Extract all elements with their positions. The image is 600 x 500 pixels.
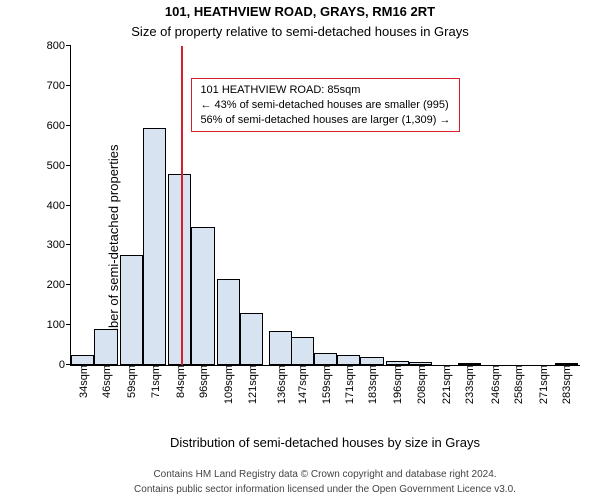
histogram-bar [71, 355, 94, 365]
y-tick-mark [66, 205, 71, 206]
histogram-bar [120, 255, 143, 365]
x-tick-label: 46sqm [99, 365, 113, 398]
y-tick-mark [66, 45, 71, 46]
annotation-line: ← 43% of semi-detached houses are smalle… [200, 98, 450, 113]
histogram-bar [94, 329, 117, 365]
y-tick-label: 500 [47, 160, 71, 172]
x-tick-label: 183sqm [365, 365, 379, 404]
page-subtitle: Size of property relative to semi-detach… [0, 24, 600, 39]
x-tick-label: 208sqm [414, 365, 428, 404]
marker-line [181, 46, 183, 365]
footer-line-2: Contains public sector information licen… [70, 484, 580, 495]
x-tick-label: 159sqm [319, 365, 333, 404]
x-tick-label: 136sqm [274, 365, 288, 404]
histogram-bar [360, 357, 383, 365]
histogram-bar [291, 337, 314, 365]
page-title: 101, HEATHVIEW ROAD, GRAYS, RM16 2RT [0, 4, 600, 19]
x-tick-label: 258sqm [511, 365, 525, 404]
annotation-line: 56% of semi-detached houses are larger (… [200, 113, 450, 128]
footer-line-1: Contains HM Land Registry data © Crown c… [70, 469, 580, 480]
y-tick-label: 0 [59, 359, 71, 371]
x-tick-label: 147sqm [295, 365, 309, 404]
x-tick-label: 271sqm [536, 365, 550, 404]
annotation-line: 101 HEATHVIEW ROAD: 85sqm [200, 83, 450, 98]
x-tick-label: 71sqm [148, 365, 162, 398]
histogram-bar [337, 355, 360, 365]
histogram-bar [314, 353, 337, 365]
x-tick-label: 84sqm [173, 365, 187, 398]
histogram-bar [191, 227, 214, 365]
y-tick-mark [66, 85, 71, 86]
x-tick-label: 34sqm [76, 365, 90, 398]
x-tick-label: 96sqm [196, 365, 210, 398]
y-tick-label: 700 [47, 80, 71, 92]
y-tick-label: 200 [47, 279, 71, 291]
x-tick-label: 196sqm [390, 365, 404, 404]
y-tick-mark [66, 125, 71, 126]
x-tick-label: 233sqm [462, 365, 476, 404]
y-tick-label: 100 [47, 319, 71, 331]
x-tick-label: 171sqm [342, 365, 356, 404]
chart-plot-area: 010020030040050060070080034sqm46sqm59sqm… [70, 46, 580, 366]
histogram-bar [240, 313, 263, 365]
histogram-bar [217, 279, 240, 365]
y-tick-mark [66, 165, 71, 166]
x-tick-label: 221sqm [439, 365, 453, 404]
y-tick-mark [66, 284, 71, 285]
y-tick-label: 800 [47, 40, 71, 52]
x-tick-label: 121sqm [245, 365, 259, 404]
y-tick-mark [66, 244, 71, 245]
y-tick-label: 600 [47, 120, 71, 132]
x-tick-label: 109sqm [221, 365, 235, 404]
x-tick-label: 59sqm [124, 365, 138, 398]
x-axis-label: Distribution of semi-detached houses by … [70, 435, 580, 450]
y-tick-label: 400 [47, 200, 71, 212]
x-tick-label: 246sqm [488, 365, 502, 404]
x-tick-label: 283sqm [559, 365, 573, 404]
histogram-bar [143, 128, 166, 365]
histogram-bar [269, 331, 292, 365]
annotation-box: 101 HEATHVIEW ROAD: 85sqm← 43% of semi-d… [191, 78, 459, 133]
y-tick-label: 300 [47, 239, 71, 251]
y-tick-mark [66, 324, 71, 325]
